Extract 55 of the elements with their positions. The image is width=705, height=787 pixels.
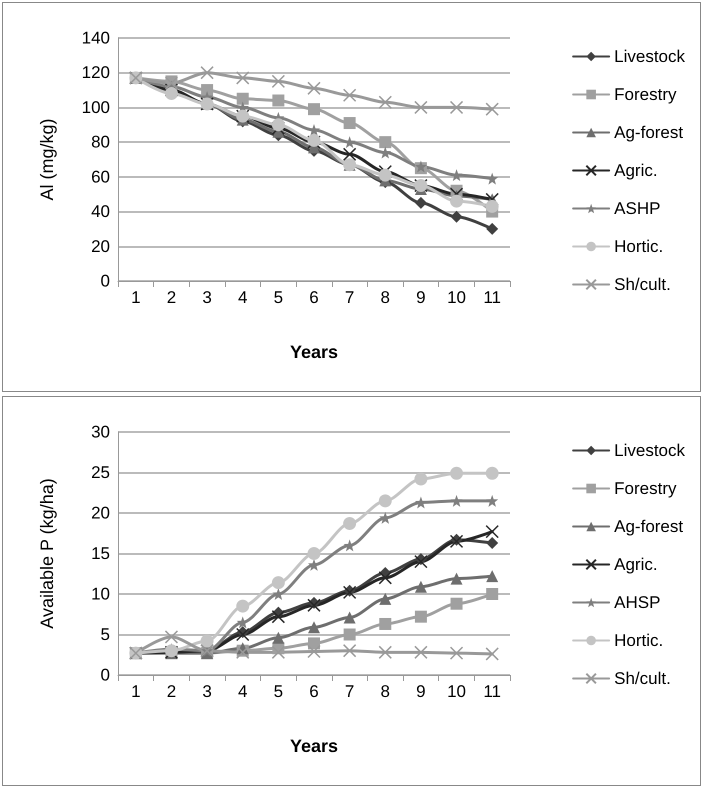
x-tick-label: 1: [131, 288, 141, 307]
y-tick-label: 0: [100, 666, 110, 684]
x-tick-label: 8: [380, 682, 390, 701]
y-tick-label: 120: [82, 63, 110, 82]
y-tick-label: 20: [91, 504, 110, 522]
x-tick-label: 2: [166, 288, 176, 307]
x-tick-label: 11: [483, 682, 502, 701]
legend-label: Livestock: [614, 47, 686, 66]
legend-label: Sh/cult.: [614, 669, 671, 688]
y-tick-label: 40: [91, 202, 110, 222]
y-tick-label: 30: [91, 422, 110, 442]
y-tick-label: 0: [100, 272, 110, 290]
y-tick-label: 80: [91, 132, 110, 152]
legend-label: ASHP: [614, 199, 660, 218]
y-tick-label: 20: [91, 236, 110, 256]
x-tick-label: 10: [447, 288, 466, 307]
x-axis-title: Years: [290, 736, 338, 756]
x-tick-label: 3: [202, 288, 212, 307]
y-tick-label: 5: [100, 625, 110, 644]
x-tick-label: 10: [447, 682, 466, 701]
x-tick-label: 5: [274, 682, 284, 701]
legend-label: Ag-forest: [614, 517, 684, 536]
y-tick-label: 15: [91, 544, 110, 563]
legend-label: Forestry: [614, 479, 677, 498]
y-tick-label: 25: [91, 463, 110, 482]
x-tick-label: 9: [416, 288, 426, 307]
x-tick-label: 5: [274, 288, 284, 307]
x-tick-label: 1: [131, 682, 141, 701]
legend-label: Forestry: [614, 85, 677, 104]
x-tick-label: 9: [416, 682, 426, 701]
legend-label: Hortic.: [614, 631, 664, 650]
legend-label: Agric.: [614, 555, 658, 574]
x-tick-label: 6: [309, 682, 319, 701]
legend-label: AHSP: [614, 593, 660, 612]
x-tick-label: 4: [238, 682, 248, 701]
x-tick-label: 2: [166, 682, 176, 701]
x-tick-label: 4: [238, 288, 248, 307]
y-tick-label: 100: [82, 98, 110, 117]
legend-label: Agric.: [614, 161, 658, 180]
legend-label: Livestock: [614, 441, 686, 460]
x-tick-label: 6: [309, 288, 319, 307]
x-tick-label: 8: [380, 288, 390, 307]
y-axis-title: Al (mg/kg): [37, 118, 57, 201]
x-tick-label: 7: [344, 288, 354, 307]
y-tick-label: 10: [91, 584, 110, 604]
y-tick-label: 140: [82, 28, 110, 48]
legend-label: Hortic.: [614, 237, 664, 256]
y-axis-title: Available P (kg/ha): [37, 478, 57, 629]
x-tick-label: 3: [202, 682, 212, 701]
x-tick-label: 11: [483, 288, 502, 307]
x-axis-title: Years: [290, 342, 338, 362]
legend-label: Sh/cult.: [614, 275, 671, 294]
legend-label: Ag-forest: [614, 123, 684, 142]
x-tick-label: 7: [344, 682, 354, 701]
y-tick-label: 60: [91, 167, 110, 186]
